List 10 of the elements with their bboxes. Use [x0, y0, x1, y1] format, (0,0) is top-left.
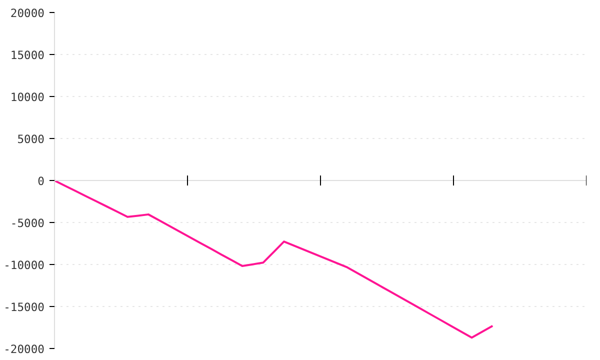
y-tick-label: -10000	[4, 258, 45, 272]
y-tick-label: -20000	[4, 342, 45, 356]
y-tick-label: 10000	[10, 90, 45, 104]
y-tick-label: -15000	[4, 300, 45, 314]
y-tick-label: 0	[38, 174, 45, 188]
y-tick-label: 20000	[10, 6, 45, 20]
y-tick-label: -5000	[10, 216, 45, 230]
y-tick-label: 5000	[17, 132, 45, 146]
y-tick-label: 15000	[10, 48, 45, 62]
line-series	[54, 180, 494, 339]
